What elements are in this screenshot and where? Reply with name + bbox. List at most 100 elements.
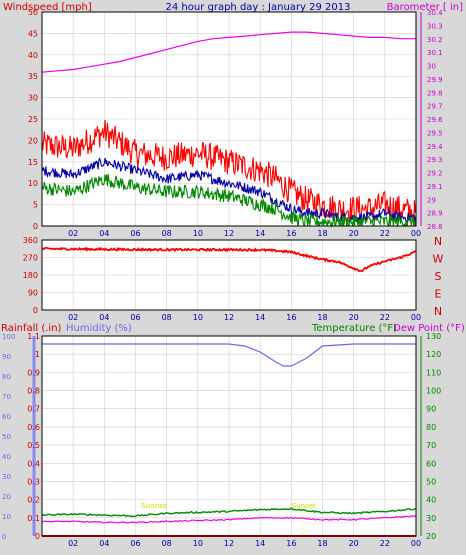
rainfall-tick-label: 0.5 [27, 441, 40, 450]
rainfall-tick-label: 1.1 [27, 332, 40, 341]
barometer-tick-label: 30.4 [427, 9, 443, 17]
x-tick-label: 20 [349, 539, 359, 548]
x-tick-label: 02 [68, 539, 78, 548]
humidity-axis-label: Humidity (%) [66, 323, 132, 334]
wind-tick-label: 45 [28, 29, 38, 38]
barometer-tick-label: 29 [427, 196, 436, 204]
wind-gust-line [41, 119, 417, 226]
x-tick-label: 14 [255, 313, 265, 322]
rainfall-tick-label: 0.2 [27, 496, 40, 505]
humidity-tick-label: 70 [2, 393, 11, 401]
barometer-tick-label: 30.2 [427, 36, 443, 44]
wind-tick-label: 5 [33, 201, 38, 210]
humidity-tick-label: 10 [2, 513, 11, 521]
rainfall-tick-label: 0.8 [27, 387, 40, 396]
direction-series [41, 246, 417, 273]
barometer-tick-label: 30 [427, 63, 436, 71]
barometer-tick-label: 30.3 [427, 22, 443, 30]
wind-tick-label: 20 [28, 136, 38, 145]
x-tick-label: 06 [130, 539, 140, 548]
dewpoint-line [41, 515, 417, 524]
x-tick-label: 00 [411, 539, 421, 548]
wind-plot-frame [41, 11, 417, 227]
humidity-tick-label: 30 [2, 473, 11, 481]
barometer-tick-label: 29.7 [427, 103, 443, 111]
sunrise-label: Sunrise [141, 502, 167, 510]
chart-title: 24 hour graph day : January 29 2013 [166, 2, 351, 13]
wind-direction-line [41, 246, 417, 273]
barometer-tick-label: 29.5 [427, 129, 443, 137]
x-tick-label: 08 [162, 539, 172, 548]
sun-annotations: Sunrise Sunset [141, 502, 316, 536]
humidity-tick-label: 60 [2, 413, 11, 421]
compass-label: N [434, 235, 442, 248]
barometer-tick-label: 28.9 [427, 210, 443, 218]
x-tick-label: 14 [255, 229, 265, 238]
wind-tick-label: 35 [28, 72, 38, 81]
rainfall-tick-label: 0.6 [27, 423, 40, 432]
barometer-axis-label: Barometer [ in] [387, 2, 463, 13]
direction-left-ticks: 360 270 180 90 0 [23, 236, 38, 315]
compass-label: W [433, 253, 444, 266]
barometer-tick-label: 30.1 [427, 49, 443, 57]
x-tick-label: 08 [162, 229, 172, 238]
x-tick-label: 12 [224, 229, 234, 238]
barometer-tick-label: 29.4 [427, 143, 443, 151]
wind-tick-label: 25 [28, 115, 38, 124]
wind-tick-label: 50 [28, 8, 38, 17]
direction-plot-frame [41, 239, 417, 311]
compass-label: E [435, 288, 442, 301]
compass-label: N [434, 305, 442, 318]
x-tick-label: 22 [380, 313, 390, 322]
x-tick-label: 04 [99, 229, 109, 238]
temperature-tick-label: 80 [426, 423, 436, 432]
wind-series [41, 31, 417, 229]
x-tick-label: 06 [130, 313, 140, 322]
x-tick-label: 10 [193, 539, 203, 548]
temp-humidity-x-ticks: 02 04 06 08 10 12 14 16 18 20 22 00 [68, 539, 421, 548]
temperature-tick-label: 60 [426, 459, 436, 468]
x-tick-label: 18 [317, 539, 327, 548]
humidity-tick-label: 80 [2, 373, 11, 381]
rainfall-tick-label: 0.9 [27, 368, 40, 377]
humidity-tick-label: 40 [2, 453, 11, 461]
x-tick-label: 00 [411, 229, 421, 238]
rainfall-tick-label: 0.1 [27, 514, 40, 523]
x-tick-label: 12 [224, 539, 234, 548]
rainfall-tick-label: 0.7 [27, 405, 40, 414]
temperature-axis-label: Temperature (°F) [311, 323, 397, 334]
compass-label: S [435, 270, 442, 283]
x-tick-label: 12 [224, 313, 234, 322]
barometer-tick-label: 29.9 [427, 76, 443, 84]
temperature-tick-label: 70 [426, 441, 436, 450]
wind-low-line [41, 174, 417, 229]
x-tick-label: 18 [317, 229, 327, 238]
wind-tick-label: 40 [28, 51, 38, 60]
x-tick-label: 00 [411, 313, 421, 322]
humidity-tick-label: 0 [2, 533, 6, 541]
barometer-tick-label: 29.1 [427, 183, 443, 191]
rainfall-tick-label: 0.3 [27, 477, 40, 486]
temperature-tick-label: 40 [426, 496, 436, 505]
x-tick-label: 02 [68, 229, 78, 238]
x-tick-label: 16 [286, 229, 296, 238]
x-tick-label: 16 [286, 313, 296, 322]
x-tick-label: 02 [68, 313, 78, 322]
humidity-tick-label: 90 [2, 353, 11, 361]
humidity-tick-label: 100 [2, 333, 15, 341]
direction-tick-label: 360 [23, 236, 38, 245]
x-tick-label: 22 [380, 229, 390, 238]
x-tick-label: 10 [193, 229, 203, 238]
rainfall-tick-label: 0.4 [27, 459, 40, 468]
barometer-tick-label: 29.6 [427, 116, 443, 124]
wind-x-ticks: 02 04 06 08 10 12 14 16 18 20 22 00 [68, 229, 421, 238]
temperature-tick-label: 110 [426, 368, 441, 377]
x-tick-label: 14 [255, 539, 265, 548]
rainfall-tick-label: 1 [35, 350, 40, 359]
temp-humidity-left-ticks: 1.1 1 0.9 0.8 0.7 0.6 0.5 0.4 0.3 0.2 0.1 0 100 90 80 7… [2, 332, 40, 541]
x-tick-label: 10 [193, 313, 203, 322]
x-tick-label: 20 [349, 229, 359, 238]
